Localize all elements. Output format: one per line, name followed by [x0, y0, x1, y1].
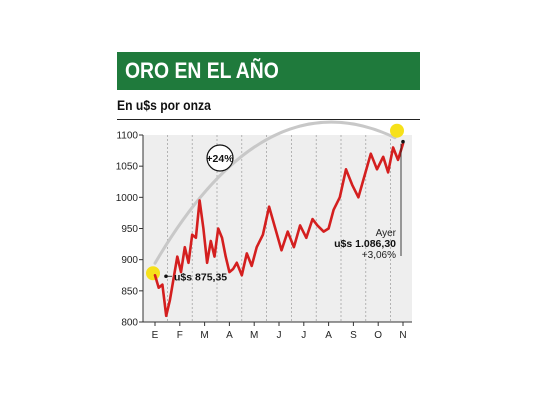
start-highlight	[146, 266, 160, 281]
x-tick-label: M	[250, 330, 258, 341]
x-tick-label: N	[399, 330, 406, 341]
x-tick-label: E	[152, 330, 159, 341]
x-tick-label: F	[177, 330, 183, 341]
growth-badge	[206, 144, 234, 172]
y-tick-label: 1050	[116, 162, 139, 173]
x-tick-label: A	[325, 330, 332, 341]
price-series-line	[153, 142, 405, 318]
x-tick-label: J	[277, 330, 282, 341]
title-bar: ORO EN EL AÑO	[117, 52, 420, 90]
end-change-label: +3,06%	[362, 250, 396, 261]
growth-percent-label: +24%	[206, 153, 234, 165]
y-tick-label: 800	[121, 318, 138, 329]
x-tick-label: M	[200, 330, 208, 341]
x-tick-label: J	[301, 330, 306, 341]
chart-title: ORO EN EL AÑO	[125, 58, 279, 83]
x-tick-label: S	[350, 330, 357, 341]
end-value-label: u$s 1.086,30	[334, 238, 396, 250]
x-tick-label: O	[374, 330, 382, 341]
growth-arc	[153, 120, 397, 265]
y-tick-label: 900	[121, 255, 138, 266]
y-tick-label: 1000	[116, 193, 139, 204]
end-date-label: Ayer	[376, 228, 397, 239]
plot-background	[143, 135, 412, 322]
subtitle-divider	[117, 119, 420, 120]
y-tick-label: 950	[121, 224, 138, 235]
x-tick-label: A	[226, 330, 233, 341]
y-tick-label: 1100	[116, 131, 138, 142]
y-tick-label: 850	[121, 286, 138, 297]
chart-subtitle: En u$s por onza	[117, 98, 211, 113]
end-marker-dot	[401, 139, 405, 144]
end-highlight	[390, 123, 404, 138]
start-value-label: u$s 875,35	[174, 271, 227, 283]
